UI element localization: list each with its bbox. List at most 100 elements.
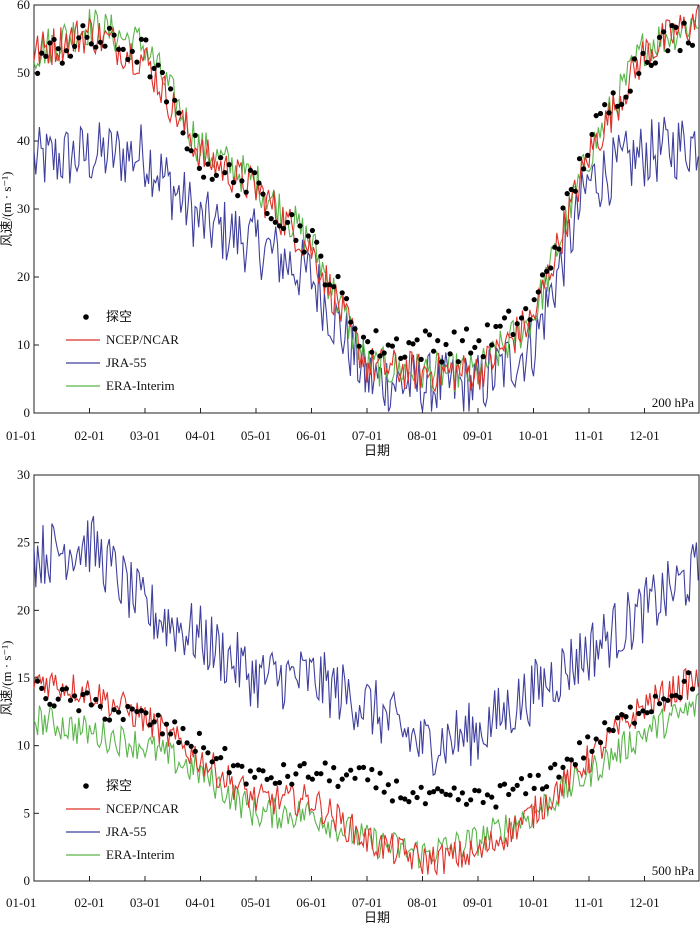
sounding-point [535, 289, 541, 295]
sounding-point [168, 731, 174, 737]
sounding-point [463, 801, 470, 807]
sounding-point [252, 170, 258, 176]
sounding-point [343, 772, 350, 778]
sounding-point [656, 34, 663, 41]
sounding-point [468, 797, 474, 803]
sounding-point [335, 273, 341, 280]
legend-label: ERA-Interim [106, 847, 175, 862]
series-line-jra-55 [34, 116, 699, 412]
sounding-point [689, 686, 696, 692]
legend-label: JRA-55 [106, 824, 146, 839]
sounding-point [339, 776, 345, 782]
sounding-point [314, 239, 320, 245]
series-line-ncep-ncar [34, 667, 699, 877]
sounding-point [59, 686, 65, 692]
sounding-point [556, 246, 562, 252]
sounding-point [414, 794, 420, 801]
sounding-point [585, 152, 591, 158]
y-tick-label: 5 [24, 805, 31, 820]
chart-panel-2: 0 5 10 15 20 25 30 01-01 02-01 03-01 04-01 05-01 06-… [0, 467, 700, 925]
sounding-point [614, 103, 621, 109]
sounding-point [205, 161, 211, 167]
sounding-point [385, 782, 391, 788]
sounding-point [677, 694, 683, 701]
sounding-point [356, 343, 362, 349]
y-tick-label: 25 [17, 535, 30, 550]
sounding-point [184, 740, 190, 746]
x-tick-label: 05-01 [241, 895, 271, 910]
sounding-point [305, 233, 311, 239]
sounding-point [129, 706, 135, 712]
sounding-point [218, 755, 224, 761]
sounding-point [88, 702, 94, 708]
y-tick-label: 10 [17, 337, 30, 352]
sounding-point [606, 110, 612, 116]
sounding-point [389, 343, 395, 349]
sounding-point [539, 786, 546, 792]
sounding-point [597, 739, 604, 746]
sounding-point [151, 719, 157, 725]
sounding-point [614, 715, 621, 721]
sounding-point [213, 172, 219, 178]
x-tick-label: 01-01 [6, 428, 36, 443]
series-line-jra-55 [34, 516, 699, 777]
sounding-point [111, 32, 117, 38]
sounding-point [589, 748, 595, 755]
sounding-point [685, 670, 692, 676]
sounding-point [484, 792, 490, 798]
x-tick-label: 02-01 [74, 428, 104, 443]
sounding-point [410, 790, 416, 796]
sounding-point [648, 709, 654, 715]
sounding-point [293, 237, 299, 243]
y-tick-label: 20 [17, 602, 30, 617]
sounding-point [226, 162, 232, 168]
sounding-point [531, 785, 537, 792]
sounding-point [589, 131, 595, 138]
sounding-point [281, 762, 287, 768]
sounding-point [365, 339, 371, 345]
sounding-point [289, 781, 295, 787]
sounding-point [352, 775, 358, 781]
sounding-point [297, 223, 303, 229]
sounding-point [443, 791, 449, 798]
sounding-point [155, 62, 161, 68]
x-tick-label: 03-01 [130, 428, 160, 443]
sounding-point [414, 337, 420, 343]
sounding-point [252, 774, 258, 780]
sounding-point [636, 70, 642, 77]
sounding-point [201, 745, 207, 751]
sounding-point [209, 759, 215, 765]
sounding-point [431, 789, 437, 795]
sounding-point [176, 739, 182, 746]
sounding-point [593, 736, 599, 742]
sounding-point [597, 110, 604, 117]
sounding-point [455, 797, 461, 803]
sounding-point [673, 692, 679, 698]
x-tick-label: 07-01 [352, 428, 382, 443]
sounding-point [226, 770, 232, 776]
x-tick-label: 05-01 [241, 428, 271, 443]
sounding-point [155, 712, 161, 718]
x-tick-label: 11-01 [574, 428, 604, 443]
x-tick-label: 04-01 [185, 895, 215, 910]
legend: 探空 NCEP/NCAR JRA-55 ERA-Interim [66, 778, 179, 862]
sounding-point [230, 763, 236, 769]
sounding-point [689, 42, 696, 48]
y-tick-label: 30 [17, 467, 30, 482]
sounding-point [159, 731, 165, 737]
y-tick-label: 10 [17, 738, 30, 753]
sounding-point [43, 53, 49, 59]
sounding-point [120, 46, 126, 53]
sounding-point [389, 798, 395, 804]
sounding-point [447, 792, 453, 798]
sounding-point [35, 70, 41, 76]
sounding-point [381, 789, 387, 795]
x-tick-label: 02-01 [74, 895, 104, 910]
x-tick-label: 08-01 [407, 428, 437, 443]
sounding-point [648, 62, 654, 68]
sounding-point [480, 799, 486, 806]
sounding-point [518, 315, 525, 321]
sounding-point [116, 709, 122, 715]
sounding-point [102, 716, 108, 722]
sounding-point [527, 772, 533, 779]
